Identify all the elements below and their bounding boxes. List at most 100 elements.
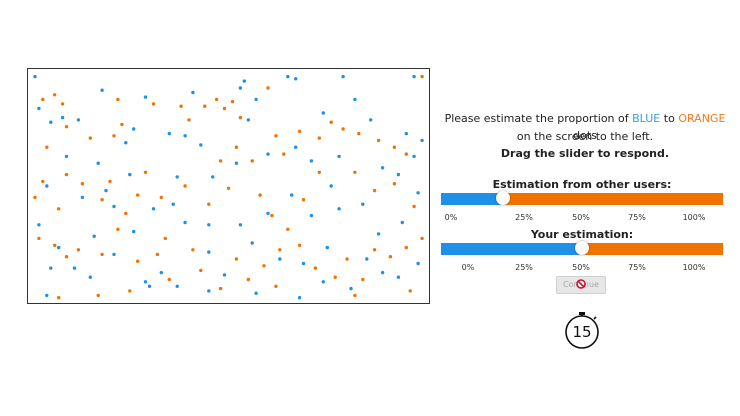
blue-dot: [112, 204, 116, 209]
orange-dot: [136, 259, 140, 263]
blue-dot: [365, 257, 369, 261]
orange-dot: [317, 136, 321, 140]
orange-dot: [274, 134, 278, 138]
orange-dot: [246, 277, 250, 282]
orange-dot: [41, 97, 45, 102]
orange-dot: [136, 193, 140, 197]
orange-dot: [64, 172, 69, 177]
orange-dot: [96, 293, 100, 298]
others-slider-ticks: 0% 25% 50% 75% 100%: [441, 213, 723, 225]
blue-dot: [266, 152, 270, 156]
instruction-line-1: Please estimate the proportion of BLUE t…: [440, 110, 730, 144]
orange-dot: [57, 296, 61, 300]
your-slider-fill: [441, 243, 582, 255]
orange-dot: [100, 198, 104, 202]
orange-dot: [116, 227, 120, 231]
blue-dot: [376, 232, 381, 236]
blue-dot: [337, 154, 341, 159]
orange-dot: [183, 184, 187, 188]
blue-dot: [207, 223, 211, 227]
blue-dot: [325, 245, 329, 250]
stopwatch-icon: [565, 312, 599, 349]
blue-dot: [49, 266, 53, 270]
dot-field: [33, 74, 424, 300]
blue-dot: [297, 296, 302, 300]
orange-dot: [128, 289, 132, 293]
dot-stimulus-panel: [27, 68, 430, 304]
countdown-timer: 15: [563, 311, 601, 351]
orange-dot: [226, 186, 231, 190]
tick-label: 100%: [682, 263, 706, 272]
blue-dot: [124, 141, 128, 145]
instruction-line-3: Drag the slider to respond.: [500, 147, 670, 160]
orange-dot: [187, 118, 191, 122]
timer-value: 15: [572, 323, 592, 341]
orange-dot: [41, 179, 45, 184]
orange-dot: [345, 257, 349, 261]
orange-dot: [214, 97, 219, 102]
orange-dot: [341, 127, 345, 131]
blue-dot: [416, 191, 420, 195]
orange-dot: [53, 243, 57, 247]
orange-dot: [64, 255, 69, 259]
orange-dot: [218, 159, 223, 163]
orange-dot: [408, 289, 412, 293]
blue-dot: [412, 154, 416, 159]
tick-label: 75%: [628, 263, 646, 272]
orange-dot: [282, 152, 286, 156]
blue-dot: [37, 106, 41, 111]
orange-dot: [238, 115, 243, 120]
blue-dot: [171, 202, 175, 206]
orange-dot: [124, 211, 128, 216]
blue-dot: [309, 213, 314, 218]
others-slider-thumb: [496, 191, 511, 205]
your-estimation-slider[interactable]: [441, 241, 723, 255]
blue-dot: [404, 131, 408, 136]
blue-dot: [175, 175, 179, 179]
tick-label: 0%: [444, 213, 458, 222]
blue-dot: [266, 211, 270, 216]
orange-dot: [357, 131, 361, 136]
orange-dot: [88, 136, 92, 140]
orange-dot: [278, 248, 282, 252]
blue-dot: [369, 118, 373, 122]
orange-dot: [218, 286, 223, 291]
blue-dot: [254, 291, 258, 295]
orange-dot: [203, 104, 207, 108]
orange-dot: [143, 170, 148, 174]
orange-dot: [33, 195, 37, 200]
blue-dot: [238, 86, 243, 90]
orange-dot: [404, 245, 408, 250]
others-estimation-slider: [441, 191, 723, 205]
tick-label: 100%: [682, 213, 706, 222]
tick-label: 0%: [461, 263, 475, 272]
orange-dot: [317, 170, 321, 174]
orange-dot: [45, 145, 49, 149]
blue-dot: [80, 195, 85, 200]
blue-dot: [57, 245, 61, 250]
orange-dot: [301, 198, 306, 202]
blue-dot: [242, 79, 246, 83]
blue-dot: [175, 284, 179, 288]
orange-dot: [372, 248, 377, 252]
orange-dot: [404, 152, 408, 156]
orange-dot: [207, 202, 211, 206]
blue-dot: [45, 184, 49, 188]
your-slider-thumb[interactable]: [575, 241, 589, 255]
orange-dot: [53, 93, 57, 97]
orange-dot: [159, 195, 163, 200]
blue-dot: [151, 207, 156, 211]
orange-dot: [392, 145, 397, 149]
orange-dot: [258, 193, 262, 197]
orange-dot: [155, 252, 160, 257]
orange-dot: [151, 102, 156, 106]
blue-dot: [45, 293, 49, 298]
blue-dot: [207, 250, 211, 254]
orange-word: ORANGE: [678, 112, 726, 125]
blue-dot: [278, 257, 282, 261]
orange-dot: [80, 182, 85, 186]
orange-dot: [37, 236, 41, 241]
orange-dot: [420, 74, 424, 79]
orange-dot: [57, 207, 61, 211]
blue-dot: [199, 143, 203, 147]
